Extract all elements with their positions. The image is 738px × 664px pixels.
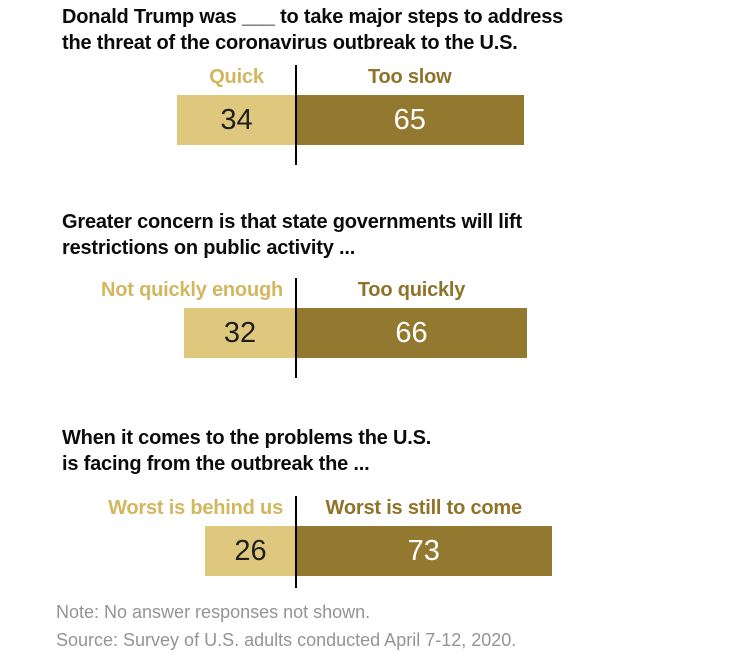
left-bar-value: 26	[234, 534, 267, 567]
left-category-label: Not quickly enough	[101, 279, 283, 301]
divider-line	[295, 278, 297, 378]
panel-title-line: is facing from the outbreak the ...	[62, 453, 370, 475]
right-bar-value: 65	[393, 103, 426, 136]
panel-title-line: Greater concern is that state government…	[62, 211, 522, 233]
panel-title: When it comes to the problems the U.S. i…	[62, 425, 431, 477]
right-category-label: Worst is still to come	[325, 497, 523, 519]
panel-title-line: restrictions on public activity ...	[62, 237, 356, 259]
right-bar-value: 73	[407, 534, 440, 567]
right-bar: 65	[296, 95, 524, 145]
right-bar: 66	[296, 308, 527, 358]
left-category-label: Quick	[209, 66, 264, 88]
source-text: Source: Survey of U.S. adults conducted …	[56, 630, 517, 650]
panel-title: Donald Trump was ___ to take major steps…	[62, 4, 563, 56]
left-category-label: Worst is behind us	[108, 497, 283, 519]
divider-line	[295, 496, 297, 588]
panel-title-line: When it comes to the problems the U.S.	[62, 427, 432, 449]
right-bar-value: 66	[395, 316, 428, 349]
panel-title-line: the threat of the coronavirus outbreak t…	[62, 32, 518, 54]
left-bar: 32	[184, 308, 296, 358]
left-bar: 26	[205, 526, 296, 576]
panel-title-line: Donald Trump was ___ to take major steps…	[62, 6, 564, 28]
panel-title: Greater concern is that state government…	[62, 209, 522, 261]
note-text: Note: No answer responses not shown.	[56, 602, 371, 622]
right-bar: 73	[296, 526, 552, 576]
right-category-label: Too quickly	[357, 279, 466, 301]
divider-line	[295, 65, 297, 165]
right-category-label: Too slow	[367, 66, 452, 88]
left-bar-value: 32	[223, 316, 257, 349]
left-bar-value: 34	[220, 103, 253, 136]
left-bar: 34	[177, 95, 296, 145]
